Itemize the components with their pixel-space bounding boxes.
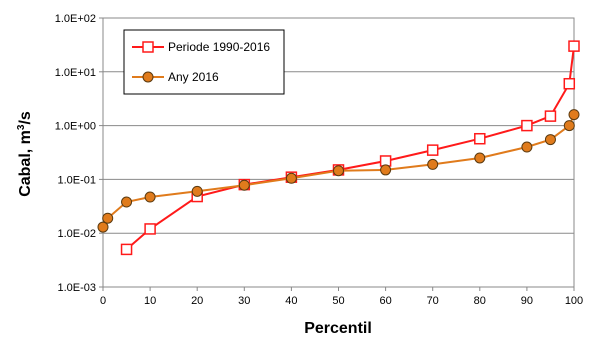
x-axis-ticks: 0 10 20 30 40 50 60 70 80 90 100 — [100, 287, 583, 307]
data-point-any — [121, 196, 133, 208]
y-tick-label: 1.0E-01 — [57, 174, 96, 186]
legend-label-any: Any 2016 — [168, 70, 219, 84]
data-point-any — [380, 164, 392, 176]
data-point-periode — [563, 77, 576, 90]
data-point-any — [285, 172, 297, 184]
data-point-any — [521, 141, 533, 153]
data-point-any — [427, 158, 439, 170]
legend: Periode 1990-2016 Any 2016 — [123, 29, 285, 95]
x-tick-label: 20 — [191, 295, 203, 307]
y-axis-ticks: 1.0E-03 1.0E-02 1.0E-01 1.0E+00 1.0E+01 1.0E+… — [55, 13, 103, 294]
y-axis-title-tail: /s — [17, 111, 34, 124]
data-point-any — [191, 185, 203, 197]
y-tick-label: 1.0E+01 — [55, 67, 96, 79]
data-point-any — [144, 191, 156, 203]
x-tick-label: 0 — [100, 295, 106, 307]
legend-box — [123, 29, 285, 95]
y-tick-label: 1.0E+02 — [55, 13, 96, 25]
series-group — [97, 40, 580, 256]
data-point-periode — [474, 132, 486, 145]
x-tick-label: 30 — [238, 295, 250, 307]
y-axis-title: Cabal, m3/s — [16, 111, 34, 197]
legend-marker-any — [142, 71, 154, 83]
data-point-periode — [426, 144, 439, 156]
x-tick-label: 40 — [285, 295, 297, 307]
data-point-any — [97, 221, 109, 233]
y-axis-title-main: Cabal, m — [17, 130, 34, 197]
data-point-periode — [521, 119, 533, 132]
x-tick-label: 70 — [427, 295, 439, 307]
data-point-periode — [544, 110, 557, 122]
data-point-any — [102, 212, 114, 224]
data-point-periode — [144, 223, 156, 235]
data-point-periode — [568, 40, 580, 52]
x-tick-label: 10 — [144, 295, 156, 307]
x-axis-title: Percentil — [304, 320, 372, 337]
x-tick-label: 90 — [521, 295, 533, 307]
y-tick-label: 1.0E+00 — [55, 121, 96, 133]
data-point-periode — [120, 243, 133, 256]
legend-label-periode: Periode 1990-2016 — [168, 40, 270, 54]
x-tick-label: 60 — [379, 295, 391, 307]
x-tick-label: 50 — [332, 295, 344, 307]
data-point-any — [474, 152, 486, 164]
y-axis-title-superscript: 3 — [16, 124, 27, 130]
data-point-any — [333, 165, 344, 177]
y-tick-label: 1.0E-03 — [57, 282, 96, 294]
y-tick-label: 1.0E-02 — [57, 228, 96, 240]
legend-marker-periode — [142, 41, 154, 53]
data-point-any — [568, 109, 580, 121]
data-point-any — [238, 179, 250, 191]
data-point-any — [563, 120, 575, 132]
x-tick-label: 80 — [474, 295, 486, 307]
x-tick-label: 100 — [565, 295, 583, 307]
data-point-any — [544, 134, 556, 146]
